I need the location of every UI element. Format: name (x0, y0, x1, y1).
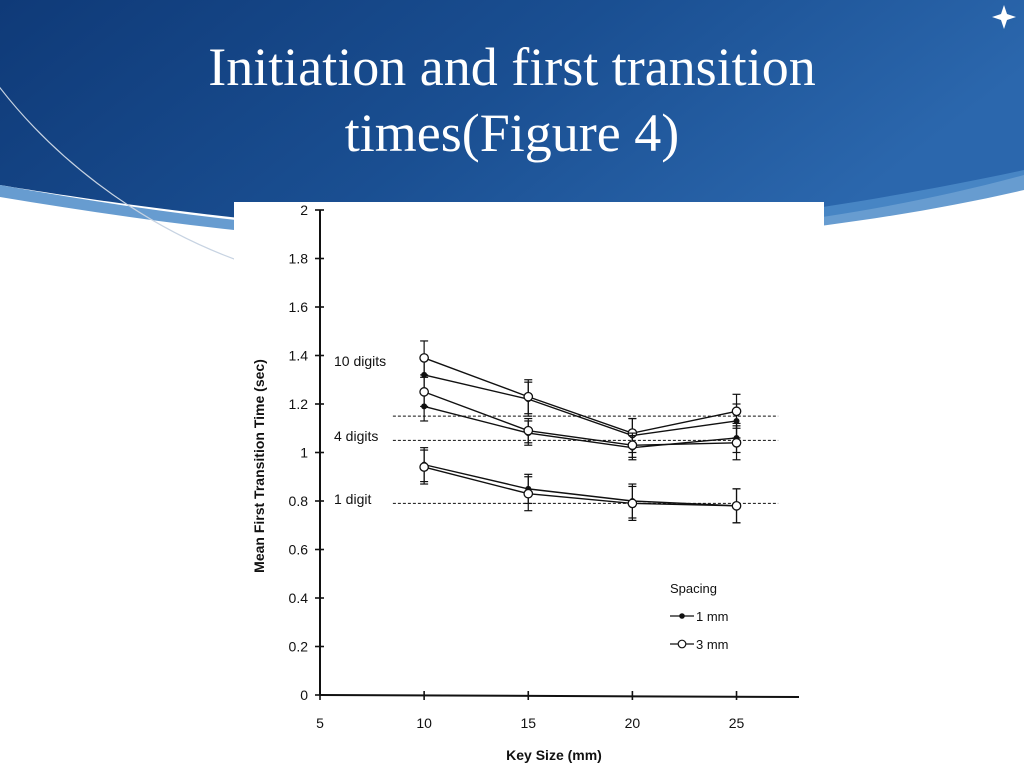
series-1-digit-1mm (420, 447, 741, 524)
x-ticks: 5 10 15 20 25 (316, 691, 745, 731)
title-banner (0, 0, 1024, 238)
series-4-digits-3mm (419, 376, 742, 461)
data-point-open (627, 498, 638, 509)
y-tick-label: 1.2 (289, 396, 309, 412)
y-tick-label: 0.4 (289, 590, 309, 606)
y-tick-label: 0.8 (289, 493, 309, 509)
series-10-digits-3mm (419, 340, 742, 449)
data-point-open (419, 387, 429, 397)
legend-label: 1 mm (696, 609, 729, 624)
legend: Spacing 1 mm 3 mm (670, 581, 729, 652)
data-point-open (731, 500, 742, 511)
series-line (423, 357, 737, 434)
y-tick-label: 2 (300, 202, 308, 218)
x-tick-label: 5 (316, 715, 324, 731)
series-line (423, 391, 737, 446)
legend-marker-open (677, 639, 687, 649)
y-tick-label: 1.4 (289, 348, 309, 364)
figure-panel: 0 0.2 0.4 0.6 0.8 1 1.2 1.4 1.6 1.8 2 5 10 15 20 25 10… (234, 202, 824, 768)
y-tick-label: 0.2 (289, 639, 309, 655)
data-point-open (523, 488, 534, 499)
slide-title: Initiation and first transition times(Fi… (0, 34, 1024, 166)
data-point-open (523, 425, 534, 436)
group-label: 1 digit (334, 491, 371, 507)
data-point-open (523, 391, 534, 402)
slide-title-line-2: times(Figure 4) (344, 103, 680, 163)
slide-title-line-1: Initiation and first transition (208, 37, 816, 97)
group-label: 4 digits (334, 428, 378, 444)
y-tick-label: 1.6 (289, 299, 309, 315)
series-line (423, 463, 737, 507)
group-annotations: 10 digits 4 digits 1 digit (334, 353, 386, 507)
star-logo-icon (992, 5, 1016, 29)
series-line (423, 374, 737, 437)
x-tick-label: 10 (416, 715, 432, 731)
y-tick-label: 0 (300, 687, 308, 703)
data-point-open (731, 437, 742, 448)
y-tick-label: 0.6 (289, 542, 309, 558)
x-axis-title: Key Size (mm) (506, 747, 602, 763)
x-axis-line (319, 694, 800, 698)
y-ticks: 0 0.2 0.4 0.6 0.8 1 1.2 1.4 1.6 1.8 2 (289, 202, 324, 703)
legend-marker-filled (679, 613, 685, 619)
data-series (419, 340, 742, 524)
reference-lines (392, 415, 779, 504)
transition-time-chart: 0 0.2 0.4 0.6 0.8 1 1.2 1.4 1.6 1.8 2 5 10 15 20 25 10… (251, 202, 800, 763)
x-tick-label: 15 (520, 715, 536, 731)
banner-arc-line (0, 86, 261, 269)
data-point-open (419, 462, 429, 472)
series-1-digit-3mm (419, 449, 742, 524)
x-tick-label: 20 (625, 715, 641, 731)
x-tick-label: 25 (729, 715, 745, 731)
data-point-open (731, 406, 742, 417)
y-tick-label: 1.8 (289, 251, 309, 267)
legend-title: Spacing (670, 581, 717, 596)
y-axis-title: Mean First Transition Time (sec) (251, 359, 267, 573)
series-line (423, 466, 737, 507)
y-tick-label: 1 (300, 445, 308, 461)
data-point-open (627, 440, 638, 451)
group-label: 10 digits (334, 353, 386, 369)
series-line (423, 405, 737, 449)
legend-label: 3 mm (696, 637, 729, 652)
series-4-digits-1mm (420, 391, 741, 461)
data-point-open (419, 353, 429, 363)
